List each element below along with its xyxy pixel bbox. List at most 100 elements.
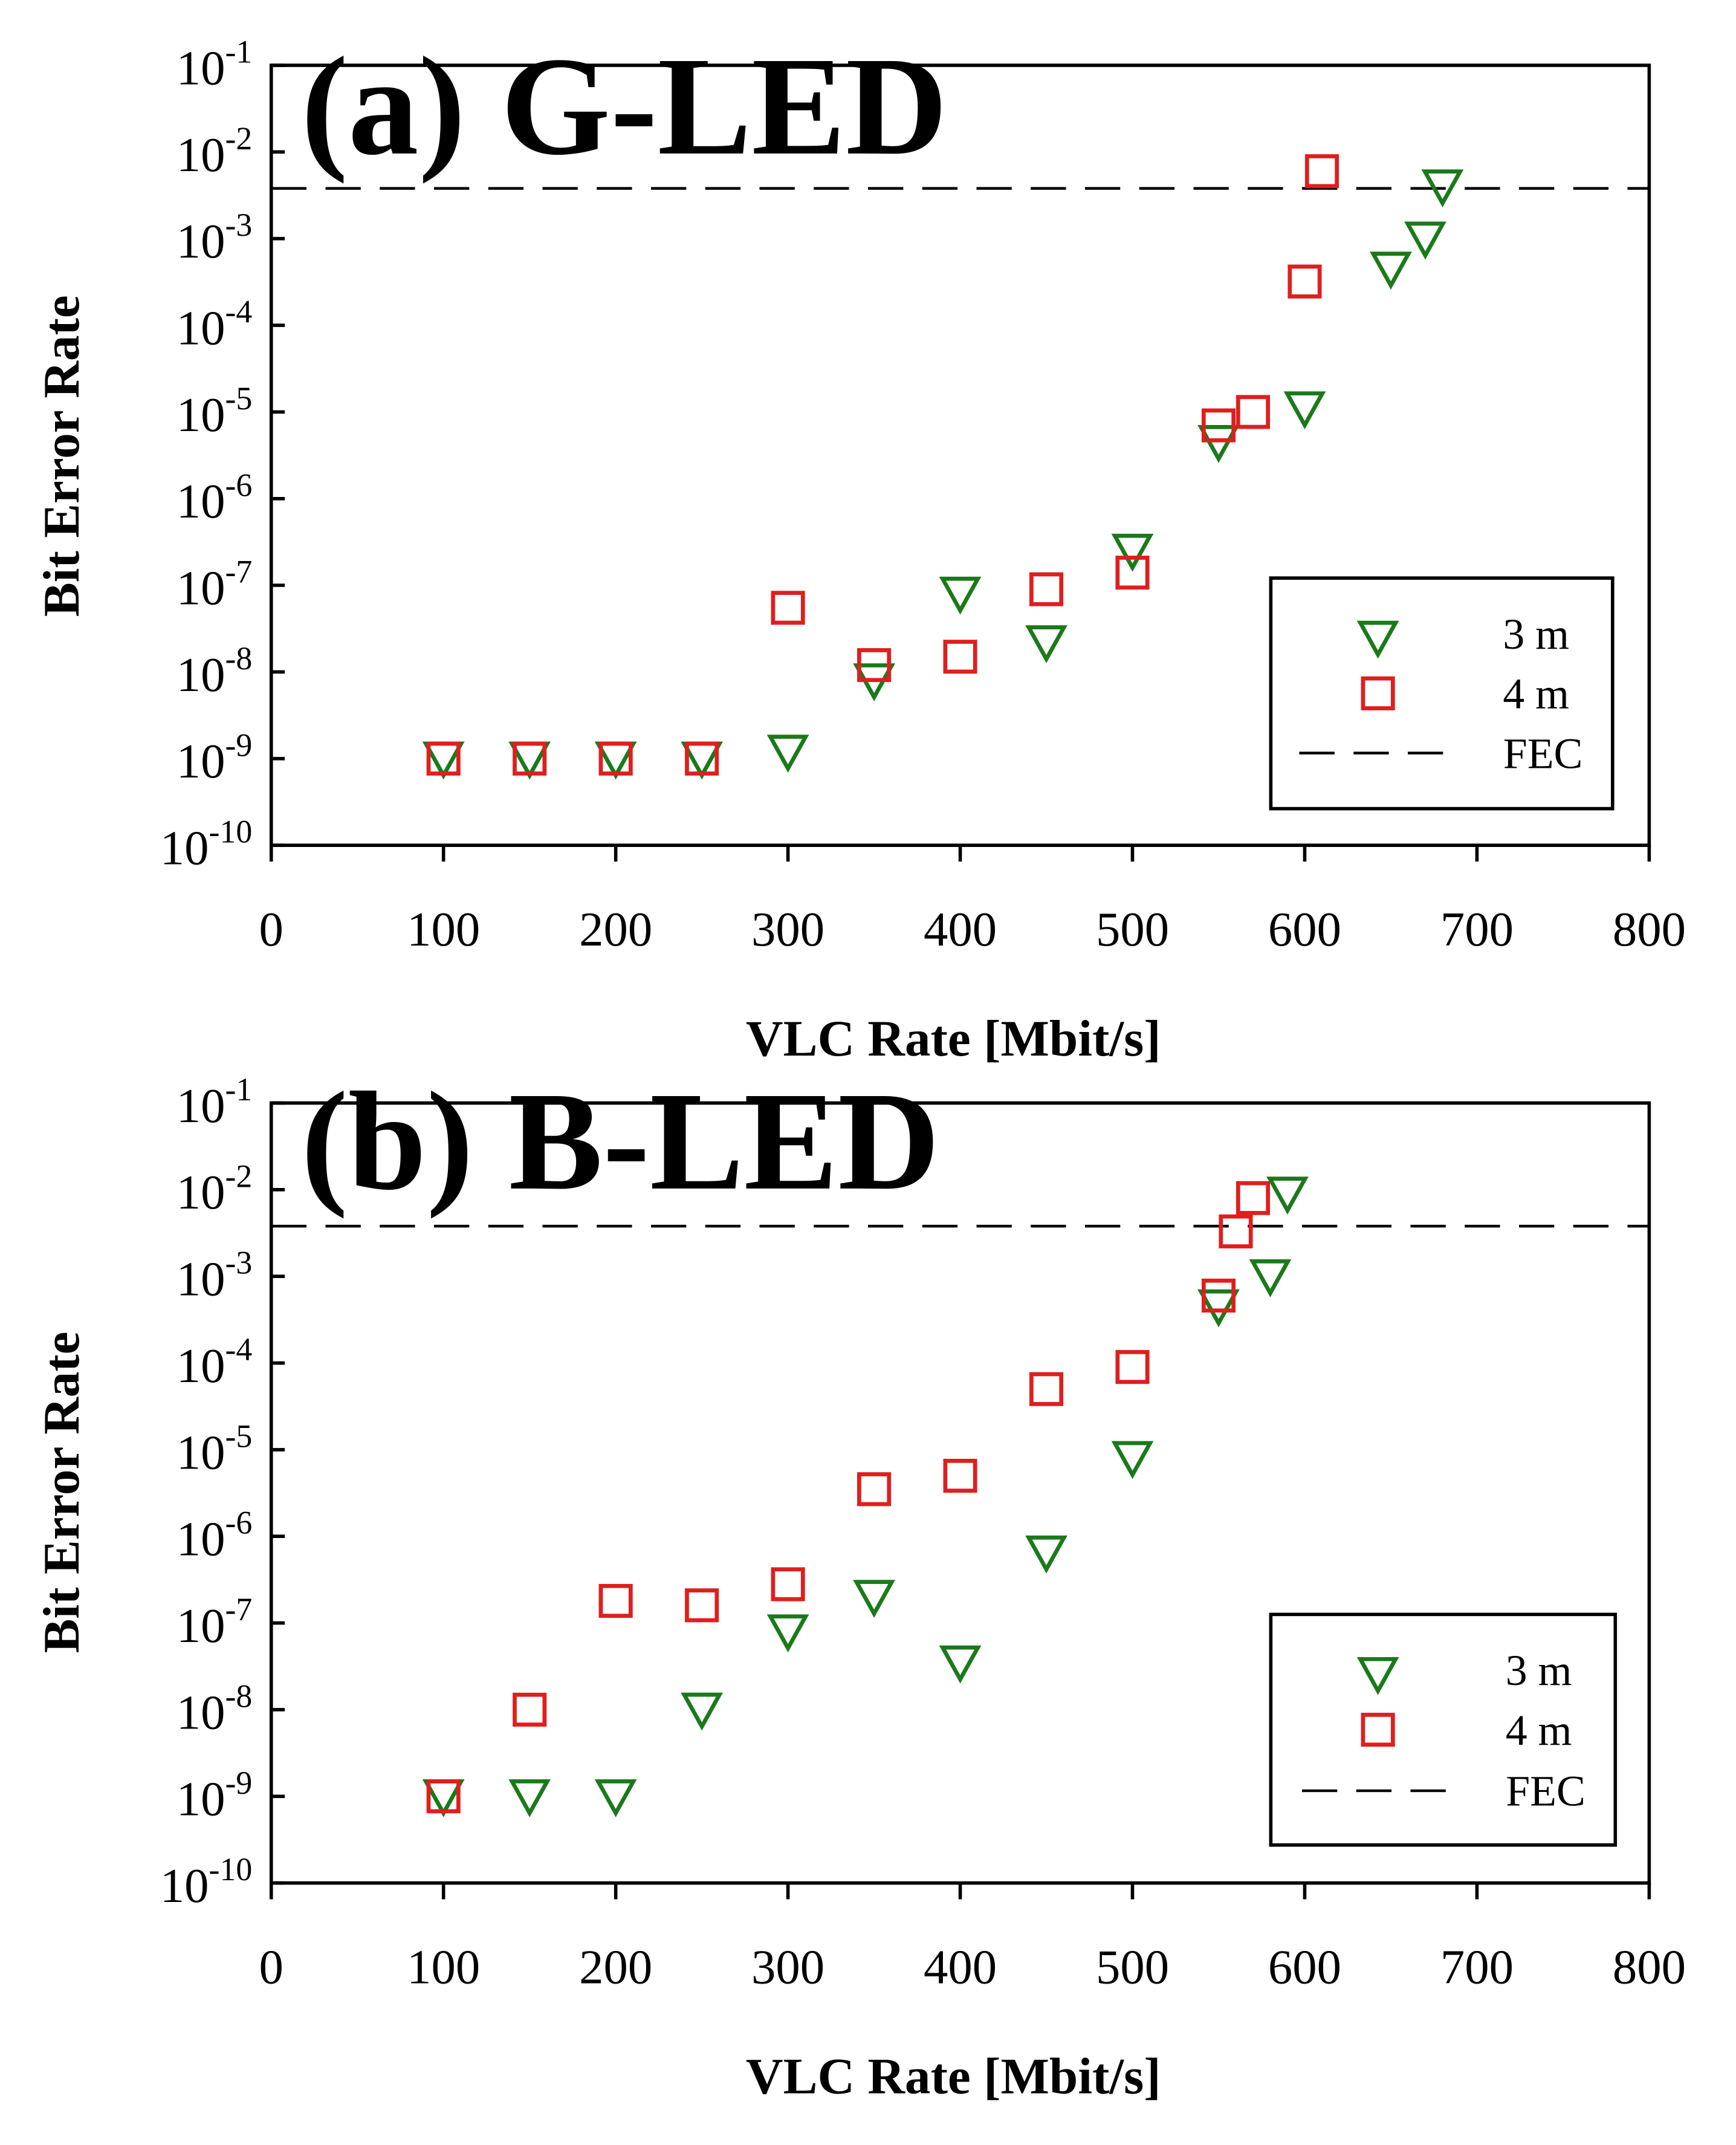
y-tick-label: 10-5: [177, 1418, 253, 1479]
data-point-4m: [1115, 1350, 1150, 1384]
data-point-4m: [426, 741, 461, 776]
y-tick-label: 10-6: [177, 1505, 253, 1566]
data-point-4m: [943, 1458, 977, 1493]
x-tick-label: 500: [1096, 903, 1169, 956]
data-point-4m: [857, 1472, 892, 1507]
y-tick-label: 10-9: [177, 1765, 253, 1826]
panel-b-series-4m: [426, 1181, 1271, 1814]
legend-square-icon: [1361, 676, 1395, 710]
panel-b-legend-box: [1269, 1612, 1618, 1847]
data-point-3m: [508, 1779, 551, 1817]
data-point-4m: [1201, 408, 1236, 443]
data-point-3m: [1197, 1289, 1240, 1328]
x-tick-label: 800: [1613, 903, 1686, 956]
x-tick-label: 200: [579, 903, 652, 956]
data-point-4m: [1115, 556, 1150, 590]
data-point-3m: [422, 1779, 465, 1817]
data-point-4m: [1219, 1214, 1253, 1248]
data-point-4m: [685, 741, 719, 776]
data-point-4m: [1201, 1278, 1236, 1313]
y-tick-label: 10-10: [160, 814, 253, 875]
legend-triangle-icon: [1356, 1657, 1399, 1695]
data-point-4m: [426, 1779, 461, 1814]
data-point-4m: [598, 1583, 633, 1618]
panel-b-legend-label-3m: 3 m: [1506, 1646, 1572, 1695]
data-point-4m: [513, 1692, 547, 1727]
x-tick-label: 500: [1096, 1941, 1169, 1994]
panel-a-legend-marker-3m: [1356, 620, 1399, 659]
y-tick-label: 10-8: [177, 640, 253, 702]
panel-a-title: (a) G-LED: [301, 28, 947, 184]
y-tick-label: 10-3: [177, 207, 253, 268]
data-point-3m: [1025, 1535, 1067, 1574]
panel-a-legend-box: [1269, 576, 1615, 811]
panel-b-title: (b) B-LED: [301, 1063, 940, 1219]
x-tick-label: 100: [407, 1941, 480, 1994]
data-point-3m: [1283, 391, 1326, 430]
data-point-4m: [857, 648, 892, 683]
x-tick-label: 0: [259, 1941, 283, 1994]
data-point-4m: [513, 741, 547, 776]
data-point-3m: [1111, 1441, 1154, 1479]
data-point-3m: [939, 576, 982, 615]
y-tick-label: 10-7: [177, 1591, 253, 1653]
data-point-3m: [422, 741, 465, 780]
y-tick-label: 10-6: [177, 467, 253, 528]
data-point-4m: [1287, 264, 1322, 299]
x-tick-label: 300: [751, 903, 824, 956]
y-tick-label: 10-9: [177, 727, 253, 788]
data-point-4m: [771, 1567, 805, 1601]
panel-a-legend-label-4m: 4 m: [1503, 670, 1569, 718]
legend-square-icon: [1361, 1713, 1395, 1747]
panel-b-legend-marker-4m: [1361, 1713, 1395, 1747]
data-point-3m: [1266, 1176, 1309, 1215]
data-point-3m: [939, 1645, 982, 1684]
data-point-4m: [1236, 395, 1271, 429]
y-tick-label: 10-4: [177, 294, 253, 355]
x-tick-label: 100: [407, 903, 480, 956]
y-tick-label: 10-3: [177, 1245, 253, 1306]
panel-a-legend-marker-4m: [1361, 676, 1395, 710]
panel-b: (b) B-LED 10-110-210-310-410-510-610-710…: [33, 1063, 1686, 2105]
y-tick-label: 10-7: [177, 554, 253, 615]
panel-b-x-axis-title: VLC Rate [Mbit/s]: [746, 2048, 1161, 2104]
data-point-4m: [1029, 572, 1064, 606]
data-point-3m: [594, 741, 637, 780]
data-point-4m: [1236, 1181, 1271, 1215]
x-tick-label: 700: [1440, 903, 1514, 956]
x-tick-label: 800: [1613, 1941, 1686, 1994]
panel-a-legend-label-3m: 3 m: [1503, 610, 1569, 658]
panel-b-legend-label-4m: 4 m: [1506, 1706, 1572, 1754]
data-point-3m: [681, 741, 724, 780]
data-point-3m: [1421, 169, 1464, 208]
data-point-3m: [766, 1614, 809, 1653]
y-tick-label: 10-1: [177, 1071, 253, 1133]
panel-a-y-ticks: 10-1 10-2 10-3 10-4 10-5 10-6 10-7 10-8 10-9 10-1…: [160, 34, 285, 875]
panel-a-legend: 3 m 4 m FEC: [1269, 576, 1615, 811]
panel-b-series-3m: [422, 1176, 1309, 1817]
x-tick-label: 0: [259, 903, 283, 956]
data-point-4m: [598, 741, 633, 776]
y-tick-label: 10-1: [177, 34, 253, 96]
panel-b-legend: 3 m 4 m FEC: [1269, 1612, 1618, 1847]
data-point-3m: [1197, 424, 1240, 463]
panel-a-x-axis-title: VLC Rate [Mbit/s]: [746, 1010, 1161, 1067]
y-tick-label: 10-5: [177, 380, 253, 442]
data-point-3m: [1111, 533, 1154, 572]
panel-b-y-axis-title: Bit Error Rate: [33, 1331, 90, 1653]
legend-triangle-icon: [1356, 620, 1399, 659]
data-point-3m: [1370, 251, 1412, 290]
data-point-4m: [1304, 154, 1339, 189]
panel-b-y-ticks: 10-1 10-2 10-3 10-4 10-5 10-6 10-7 10-8 10-9 10-1…: [160, 1071, 285, 1913]
panel-b-x-ticks: 0 100 200 300 400 500 600 700 800: [259, 1883, 1686, 1994]
panel-b-legend-marker-3m: [1356, 1657, 1399, 1695]
data-point-3m: [1249, 1259, 1292, 1297]
y-tick-label: 10-10: [160, 1851, 253, 1913]
data-point-3m: [1404, 221, 1446, 260]
y-tick-label: 10-4: [177, 1331, 253, 1393]
panel-a-y-axis-title: Bit Error Rate: [33, 295, 90, 617]
data-point-3m: [681, 1692, 724, 1731]
x-tick-label: 300: [751, 1941, 824, 1994]
data-point-3m: [508, 741, 551, 780]
data-point-3m: [1025, 625, 1067, 664]
